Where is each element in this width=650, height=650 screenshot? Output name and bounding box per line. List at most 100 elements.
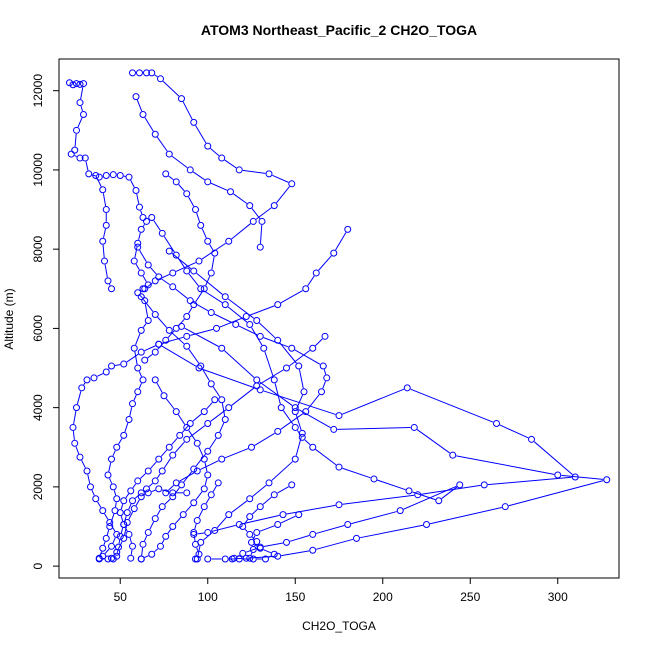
series-segment [174, 441, 185, 453]
data-point [120, 534, 128, 542]
series-segment [242, 169, 266, 174]
series-segment [296, 430, 301, 435]
data-point [130, 505, 138, 513]
series-segment [282, 410, 294, 425]
series-segment [144, 304, 149, 318]
data-point [102, 221, 110, 229]
data-point [309, 530, 317, 538]
data-point [200, 408, 208, 416]
data-point [195, 550, 203, 558]
data-point [172, 408, 180, 416]
series-segment [323, 369, 327, 375]
data-point [230, 554, 238, 562]
data-point [274, 427, 282, 435]
data-point [176, 431, 184, 439]
series-segment [262, 496, 272, 505]
data-point [248, 443, 255, 451]
data-point [190, 118, 198, 126]
series-segment [179, 472, 195, 482]
series-segment [151, 489, 156, 493]
data-point [353, 534, 360, 542]
series-segment [204, 478, 208, 486]
series-segment [205, 497, 210, 504]
data-point [309, 546, 317, 554]
series-segment [178, 184, 185, 192]
data-point [256, 243, 264, 251]
series-segment [252, 508, 258, 515]
series-segment [138, 232, 141, 240]
series-segment [167, 330, 175, 338]
series-segment [142, 224, 145, 227]
series-segment [209, 438, 217, 449]
series-segment [359, 524, 424, 539]
data-point [246, 495, 254, 503]
data-point [169, 522, 177, 530]
data-point [183, 423, 191, 431]
data-point [132, 187, 140, 195]
data-point [270, 491, 278, 499]
data-point [190, 499, 198, 507]
data-point [197, 362, 205, 370]
series-12 [116, 396, 219, 562]
data-point [148, 213, 156, 221]
series-segment [499, 424, 529, 439]
series-segment [75, 446, 80, 454]
series-segment [231, 223, 251, 240]
series-segment [206, 402, 213, 410]
data-point [207, 269, 215, 277]
series-segment [140, 473, 146, 479]
series-segment [195, 125, 207, 144]
data-point [192, 540, 199, 548]
data-point [108, 362, 115, 370]
series-segment [296, 394, 304, 409]
data-point [200, 455, 208, 463]
data-point [116, 171, 124, 179]
data-point [136, 203, 143, 211]
series-segment [108, 478, 113, 484]
series-segment [108, 283, 111, 286]
data-point [95, 555, 103, 563]
series-segment [139, 295, 143, 299]
x-tick-label: 300 [548, 590, 568, 604]
series-segment [259, 369, 284, 385]
series-segment [103, 228, 106, 238]
series-segment [342, 467, 371, 479]
series-segment [185, 505, 192, 513]
series-segment [125, 493, 130, 499]
data-point [155, 485, 163, 493]
x-tick-label: 250 [460, 590, 480, 604]
data-point [137, 489, 145, 497]
data-point [207, 309, 215, 317]
data-point [139, 213, 147, 221]
data-point [123, 509, 131, 517]
data-point [193, 517, 201, 525]
series-segment [276, 186, 290, 204]
series-segment [202, 368, 210, 382]
series-segment [102, 193, 107, 207]
y-tick-label: 6000 [31, 315, 45, 342]
series-segment [102, 244, 105, 258]
series-segment [197, 545, 201, 556]
data-point [113, 530, 121, 538]
data-point [456, 481, 464, 489]
series-segment [263, 337, 289, 348]
series-segment [195, 291, 203, 302]
series-segment [135, 499, 140, 506]
series-7 [155, 340, 579, 538]
series-segment [177, 414, 186, 425]
data-point [104, 277, 112, 285]
data-point [169, 451, 177, 459]
data-point [80, 80, 87, 88]
data-point [291, 455, 299, 463]
series-segment [196, 212, 201, 223]
series-14 [204, 511, 303, 563]
series-segment [135, 263, 140, 271]
series-segment [212, 386, 221, 397]
data-point [76, 453, 84, 461]
data-point [291, 423, 299, 431]
data-point [148, 69, 156, 77]
series-layer [66, 69, 611, 563]
data-point [129, 542, 136, 550]
data-point [265, 170, 273, 178]
series-segment [252, 484, 267, 497]
